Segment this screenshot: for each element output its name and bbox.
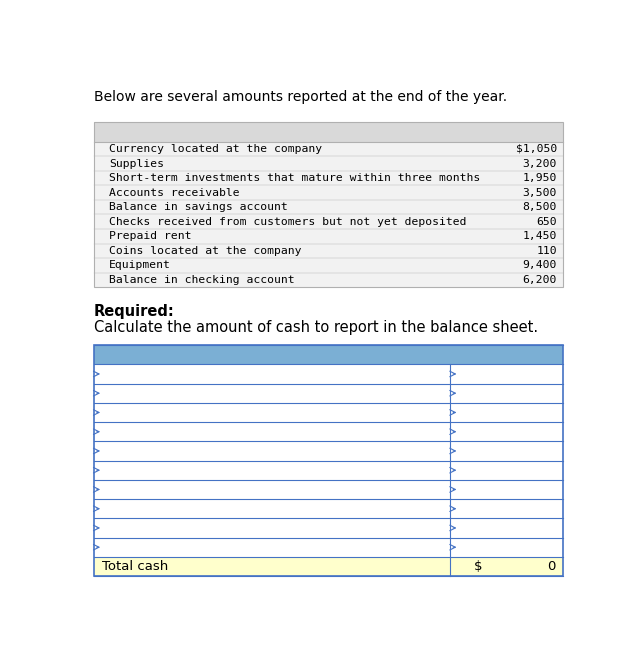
Text: Accounts receivable: Accounts receivable	[109, 187, 240, 198]
Bar	[94, 557, 563, 576]
Text: 1,950: 1,950	[522, 173, 557, 183]
Bar	[94, 345, 563, 364]
Text: 6,200: 6,200	[522, 275, 557, 285]
Text: Prepaid rent: Prepaid rent	[109, 231, 192, 242]
Text: Short-term investments that mature within three months: Short-term investments that mature withi…	[109, 173, 480, 183]
Bar	[94, 364, 563, 557]
Bar	[94, 345, 563, 576]
Text: Total cash: Total cash	[101, 560, 168, 573]
Text: 1,450: 1,450	[522, 231, 557, 242]
Text: Equipment: Equipment	[109, 260, 171, 271]
Text: Supplies: Supplies	[109, 158, 164, 169]
Text: Balance in checking account: Balance in checking account	[109, 275, 295, 285]
Text: 650: 650	[537, 216, 557, 227]
Text: Below are several amounts reported at the end of the year.: Below are several amounts reported at th…	[94, 90, 507, 104]
Bar	[94, 122, 563, 142]
Text: 9,400: 9,400	[522, 260, 557, 271]
Text: Checks received from customers but not yet deposited: Checks received from customers but not y…	[109, 216, 467, 227]
Text: 110: 110	[537, 246, 557, 256]
Text: Balance in savings account: Balance in savings account	[109, 202, 288, 213]
Text: 3,200: 3,200	[522, 158, 557, 169]
Text: $: $	[474, 560, 483, 573]
Text: 0: 0	[547, 560, 556, 573]
Bar	[94, 122, 563, 287]
Bar	[94, 142, 563, 287]
Text: 3,500: 3,500	[522, 187, 557, 198]
Text: Currency located at the company: Currency located at the company	[109, 144, 322, 154]
Text: Required:: Required:	[94, 305, 175, 319]
Text: Coins located at the company: Coins located at the company	[109, 246, 301, 256]
Text: $1,050: $1,050	[516, 144, 557, 154]
Text: 8,500: 8,500	[522, 202, 557, 213]
Text: Calculate the amount of cash to report in the balance sheet.: Calculate the amount of cash to report i…	[94, 320, 538, 335]
